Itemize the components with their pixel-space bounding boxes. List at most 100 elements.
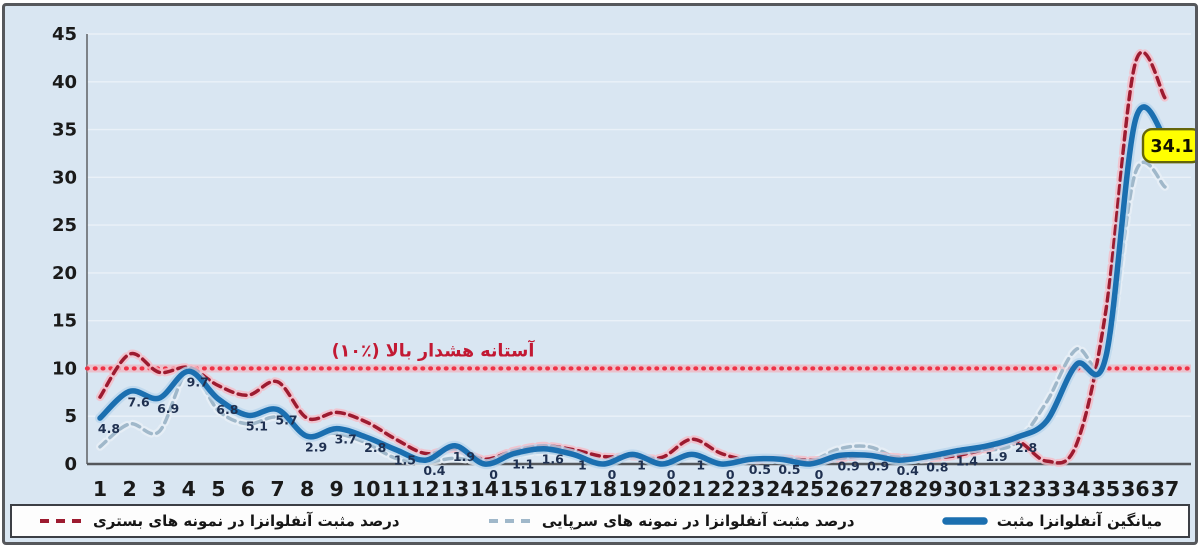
svg-text:30: 30 (52, 167, 77, 188)
legend-label-inpatient-percent: درصد مثبت آنفلوانزا در نمونه های بستری (93, 512, 400, 530)
svg-text:33: 33 (1032, 477, 1061, 501)
svg-text:27: 27 (855, 477, 884, 501)
svg-text:45: 45 (52, 24, 77, 45)
svg-text:3.7: 3.7 (335, 432, 357, 447)
svg-text:0: 0 (608, 467, 617, 482)
svg-text:24: 24 (766, 477, 795, 501)
svg-text:1.5: 1.5 (394, 453, 416, 468)
svg-text:10: 10 (352, 477, 381, 501)
svg-text:5: 5 (64, 406, 77, 427)
svg-text:1.9: 1.9 (453, 449, 475, 464)
chart-legend: میانگین آنفلوانزا مثبت درصد مثبت آنفلوان… (10, 504, 1190, 538)
svg-text:16: 16 (529, 477, 558, 501)
svg-text:20: 20 (648, 477, 677, 501)
series-glow-2 (96, 48, 1169, 467)
svg-text:3: 3 (152, 477, 166, 501)
svg-text:1.1: 1.1 (512, 456, 534, 471)
svg-text:34: 34 (1062, 477, 1091, 501)
data-point-labels: 4.8 7.6 6.9 9.7 6.8 5.1 5.7 2.9 3.7 2.8 1.5 0.4 1.9 0… (98, 374, 1037, 482)
svg-text:37: 37 (1151, 477, 1180, 501)
legend-label-outpatient-percent: درصد مثبت آنفلوانزا در نمونه های سرپایی (541, 512, 855, 530)
svg-text:0.4: 0.4 (423, 463, 445, 478)
svg-text:4: 4 (182, 477, 196, 501)
svg-text:9.7: 9.7 (187, 374, 209, 389)
svg-text:1.4: 1.4 (956, 454, 978, 469)
svg-text:12: 12 (411, 477, 440, 501)
svg-text:25: 25 (796, 477, 825, 501)
svg-text:5.1: 5.1 (246, 418, 268, 433)
svg-text:6.8: 6.8 (216, 402, 238, 417)
svg-text:5.7: 5.7 (275, 413, 297, 428)
svg-text:6.9: 6.9 (157, 401, 179, 416)
influenza-weekly-chart: 0 5 10 15 20 25 30 35 40 45 1 2 3 4 5 6 7 8 9 10 11 12 13 14 15 1… (5, 6, 1195, 506)
svg-text:0.8: 0.8 (926, 459, 948, 474)
svg-text:34.1: 34.1 (1150, 137, 1193, 157)
svg-text:36: 36 (1121, 477, 1150, 501)
svg-text:23: 23 (737, 477, 766, 501)
svg-text:1.6: 1.6 (542, 452, 564, 467)
svg-text:0: 0 (64, 454, 77, 475)
svg-text:28: 28 (884, 477, 913, 501)
svg-text:0: 0 (489, 467, 498, 482)
svg-text:9: 9 (330, 477, 344, 501)
svg-text:0: 0 (726, 467, 735, 482)
svg-text:1: 1 (637, 457, 646, 472)
svg-text:13: 13 (441, 477, 470, 501)
svg-text:4.8: 4.8 (98, 421, 120, 436)
svg-text:35: 35 (1092, 477, 1121, 501)
svg-text:0.5: 0.5 (749, 462, 771, 477)
svg-text:40: 40 (52, 72, 77, 93)
svg-text:5: 5 (211, 477, 225, 501)
legend-item-positive-mean: میانگین آنفلوانزا مثبت (942, 512, 1162, 530)
threshold-caption: آستانه هشدار بالا (٪۱۰) (332, 338, 536, 361)
svg-text:15: 15 (52, 311, 77, 332)
svg-text:0: 0 (815, 467, 824, 482)
svg-text:19: 19 (618, 477, 647, 501)
svg-text:31: 31 (973, 477, 1002, 501)
svg-text:32: 32 (1003, 477, 1032, 501)
svg-text:1.9: 1.9 (985, 449, 1007, 464)
svg-text:2.8: 2.8 (364, 440, 386, 455)
legend-marker-gray-dashed-line (488, 519, 533, 523)
svg-text:6: 6 (241, 477, 255, 501)
svg-text:0.4: 0.4 (897, 463, 919, 478)
series-line-0 (97, 104, 1168, 467)
svg-text:1: 1 (578, 457, 587, 472)
svg-text:15: 15 (500, 477, 529, 501)
gridlines (87, 33, 1191, 417)
svg-text:26: 26 (825, 477, 854, 501)
x-axis-tick-labels: 1 2 3 4 5 6 7 8 9 10 11 12 13 14 15 16 17 18 19 20 21 22 23 24 2… (93, 477, 1179, 501)
legend-label-positive-mean: میانگین آنفلوانزا مثبت (996, 512, 1162, 530)
svg-text:1: 1 (696, 457, 705, 472)
svg-text:30: 30 (944, 477, 973, 501)
svg-text:2.9: 2.9 (305, 439, 327, 454)
final-value-callout: 34.1 (1141, 127, 1195, 164)
legend-item-inpatient-percent: درصد مثبت آنفلوانزا در نمونه های بستری (38, 512, 400, 530)
legend-marker-solid-line (942, 517, 988, 525)
svg-text:21: 21 (677, 477, 706, 501)
svg-text:14: 14 (470, 477, 499, 501)
y-axis-tick-labels: 0 5 10 15 20 25 30 35 40 45 (52, 24, 77, 475)
svg-text:1: 1 (93, 477, 107, 501)
svg-text:17: 17 (559, 477, 588, 501)
svg-text:22: 22 (707, 477, 736, 501)
svg-text:8: 8 (300, 477, 314, 501)
svg-text:11: 11 (382, 477, 411, 501)
svg-text:2: 2 (122, 477, 136, 501)
svg-text:0.9: 0.9 (867, 458, 889, 473)
series-line-2 (98, 50, 1167, 465)
svg-text:18: 18 (589, 477, 618, 501)
svg-text:7: 7 (270, 477, 284, 501)
svg-text:0.5: 0.5 (778, 462, 800, 477)
svg-text:2.8: 2.8 (1015, 440, 1037, 455)
svg-text:20: 20 (52, 263, 77, 284)
legend-marker-red-dashed-line (40, 519, 84, 523)
svg-text:29: 29 (914, 477, 943, 501)
figure-frame: 0 5 10 15 20 25 30 35 40 45 1 2 3 4 5 6 7 8 9 10 11 12 13 14 15 1… (2, 3, 1198, 545)
svg-text:35: 35 (52, 120, 77, 141)
svg-text:10: 10 (52, 358, 77, 379)
svg-text:7.6: 7.6 (128, 394, 150, 409)
svg-text:0: 0 (667, 467, 676, 482)
legend-item-outpatient-percent: درصد مثبت آنفلوانزا در نمونه های سرپایی (487, 512, 855, 530)
